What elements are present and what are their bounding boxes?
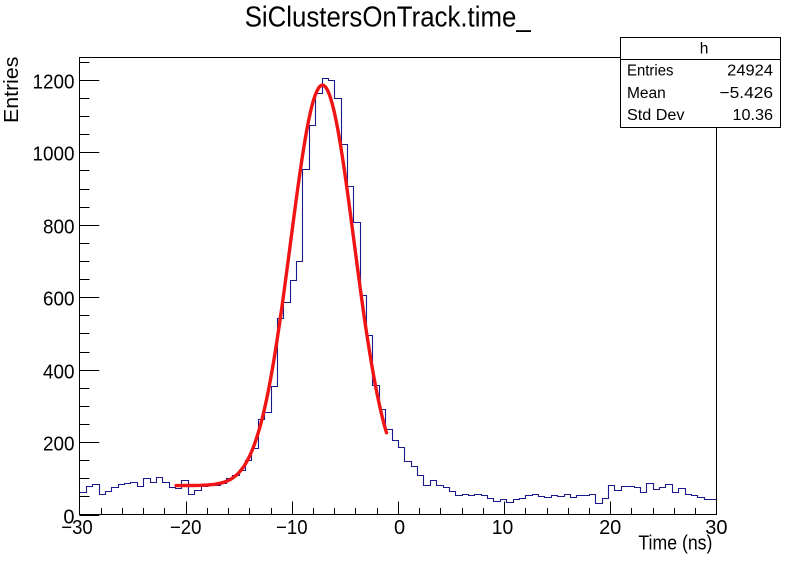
svg-text:h: h — [700, 40, 709, 57]
svg-text:−20: −20 — [170, 517, 202, 539]
svg-text:Std Dev: Std Dev — [627, 107, 685, 124]
svg-text:1000: 1000 — [33, 143, 75, 165]
svg-text:0: 0 — [394, 517, 405, 539]
svg-text:0: 0 — [63, 506, 74, 528]
svg-text:Mean: Mean — [627, 85, 666, 102]
svg-text:10.36: 10.36 — [733, 107, 774, 124]
svg-text:−5.426: −5.426 — [720, 85, 774, 102]
svg-text:Time (ns): Time (ns) — [638, 532, 712, 555]
svg-text:20: 20 — [599, 517, 621, 539]
svg-text:Entries: Entries — [627, 63, 674, 80]
svg-text:SiClustersOnTrack.time_: SiClustersOnTrack.time_ — [245, 1, 532, 33]
svg-text:30: 30 — [705, 517, 727, 539]
svg-text:−10: −10 — [276, 517, 308, 539]
svg-text:−30: −30 — [61, 517, 93, 539]
svg-text:1200: 1200 — [33, 71, 75, 93]
svg-text:Entries: Entries — [0, 57, 23, 124]
svg-text:200: 200 — [43, 433, 75, 455]
svg-text:400: 400 — [43, 361, 75, 383]
svg-text:10: 10 — [492, 517, 514, 539]
svg-text:800: 800 — [43, 216, 75, 238]
svg-text:24924: 24924 — [727, 63, 773, 80]
svg-text:600: 600 — [43, 288, 75, 310]
